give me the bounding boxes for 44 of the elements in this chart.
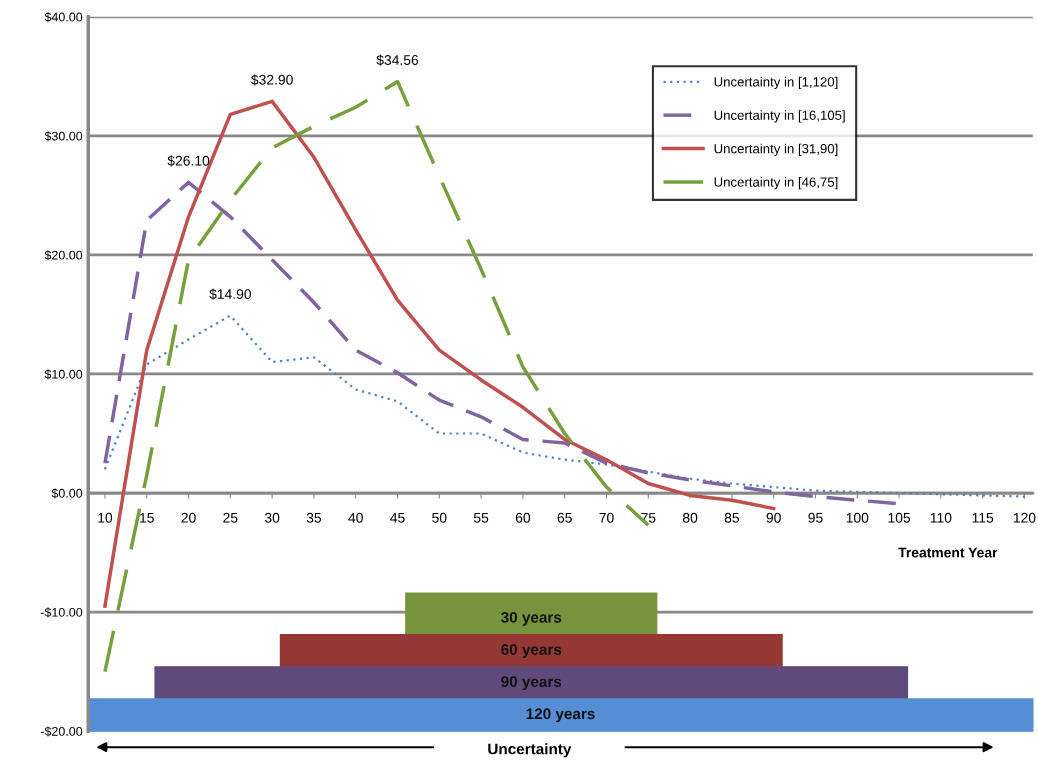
y-tick-label: $20.00 — [44, 250, 83, 261]
annotation: $34.56 — [376, 54, 419, 66]
x-tick-label: 80 — [682, 512, 698, 523]
legend-label: Uncertainty in [46,75] — [714, 177, 838, 190]
x-tick-label: 35 — [306, 512, 322, 523]
x-tick-label: 10 — [98, 512, 113, 523]
band-label: 120 years — [526, 708, 595, 723]
x-tick-label: 30 — [264, 512, 280, 523]
x-tick-label: 90 — [766, 512, 781, 523]
x-tick-label: 15 — [140, 512, 154, 523]
y-tick-label: -$10.00 — [40, 607, 83, 618]
legend-label: Uncertainty in [1,120] — [714, 76, 838, 90]
x-tick-label: 115 — [972, 512, 994, 523]
annotation: $26.10 — [167, 155, 210, 167]
x-tick-label: 120 — [1013, 512, 1036, 523]
annotation: $32.90 — [251, 74, 293, 86]
x-tick-label: 70 — [599, 512, 614, 523]
x-tick-label: 45 — [390, 512, 405, 523]
annotation: $14.90 — [209, 288, 252, 300]
y-tick-label: $30.00 — [44, 131, 83, 142]
band-label: 30 years — [501, 611, 562, 626]
x-tick-label: 25 — [223, 512, 238, 523]
x-tick-label: 40 — [348, 512, 363, 523]
x-tick-label: 85 — [724, 512, 740, 523]
x-tick-label: 65 — [557, 512, 572, 523]
band-label: 60 years — [501, 644, 562, 658]
band-label: 90 years — [501, 676, 562, 691]
x-tick-label: 60 — [515, 512, 531, 523]
x-tick-label: 110 — [930, 512, 952, 523]
legend-label: Uncertainty in [16,105] — [714, 110, 845, 123]
line-series — [103, 314, 1026, 498]
x-tick-label: 50 — [432, 512, 447, 523]
x-axis-title: Treatment Year — [898, 547, 998, 558]
y-tick-label: $40.00 — [44, 12, 83, 23]
legend-label: Uncertainty in [31,90] — [714, 143, 838, 156]
y-tick-label: $10.00 — [44, 369, 83, 380]
y-tick-label: $0.00 — [51, 488, 83, 499]
text: Uncertainty — [488, 743, 572, 758]
x-tick-label: 55 — [473, 512, 489, 523]
x-tick-label: 20 — [181, 512, 196, 523]
x-tick-label: 105 — [888, 512, 911, 523]
y-tick-label: -$20.00 — [40, 726, 83, 737]
x-tick-label: 95 — [808, 512, 823, 523]
x-tick-label: 100 — [846, 512, 869, 523]
